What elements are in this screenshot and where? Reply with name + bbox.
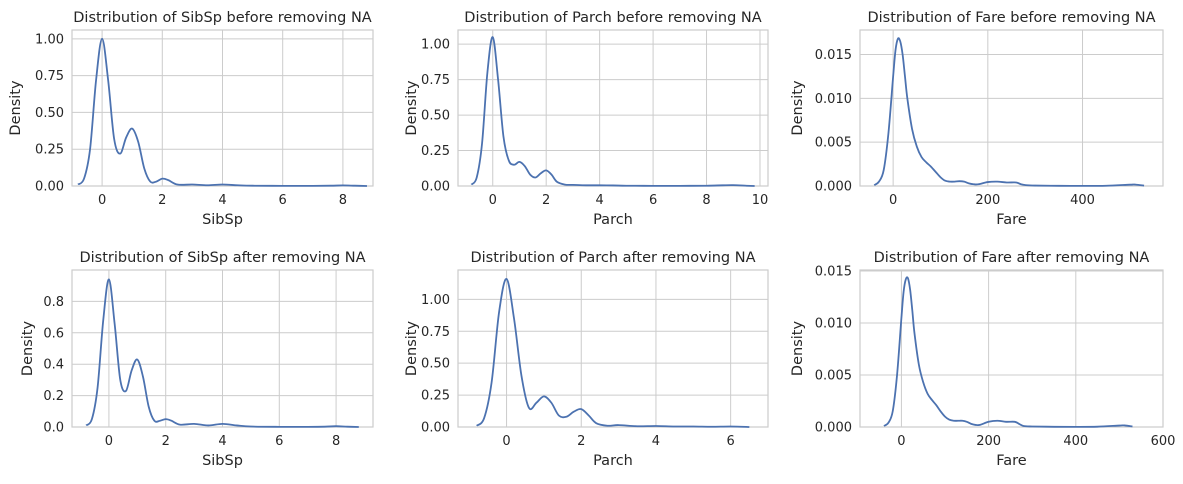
y-tick-label: 1.00 <box>421 38 450 53</box>
density-curve <box>873 37 1145 187</box>
x-tick-label: 2 <box>542 193 550 208</box>
y-axis-label: Density <box>20 321 36 377</box>
subplot-title: Distribution of Parch after removing NA <box>470 250 755 266</box>
y-tick-label: 0.010 <box>815 92 852 107</box>
subplot-title: Distribution of Parch before removing NA <box>464 10 761 26</box>
x-tick-label: 400 <box>1070 193 1095 208</box>
x-tick-label: 2 <box>158 193 166 208</box>
subplot-title: Distribution of SibSp before removing NA <box>73 10 372 26</box>
plot-frame <box>457 269 769 428</box>
density-curve <box>470 36 755 187</box>
y-axis-label: Density <box>8 80 24 136</box>
y-tick-label: 0.005 <box>815 136 852 151</box>
x-tick-label: 4 <box>218 193 226 208</box>
x-tick-label: 6 <box>279 193 287 208</box>
density-curve <box>883 276 1133 428</box>
x-tick-label: 8 <box>702 193 710 208</box>
x-tick-label: 0 <box>502 434 510 449</box>
y-tick-label: 0.010 <box>815 317 852 332</box>
x-axis-label: Fare <box>996 212 1027 228</box>
x-tick-label: 0 <box>489 193 497 208</box>
y-tick-label: 0.000 <box>815 421 852 436</box>
y-tick-label: 0.4 <box>43 358 64 373</box>
y-tick-label: 0.50 <box>421 357 450 372</box>
x-tick-label: 8 <box>332 434 340 449</box>
y-tick-label: 0.00 <box>35 180 64 195</box>
plot-frame <box>859 269 1164 428</box>
x-tick-label: 0 <box>105 434 113 449</box>
plot-frame <box>71 29 374 187</box>
y-axis-label: Density <box>404 321 420 377</box>
plot-frame <box>859 29 1164 187</box>
density-curve <box>85 278 359 428</box>
y-axis-label: Density <box>404 80 420 136</box>
subplot-3: 0 200 400 0.000 0.005 0.010 0.015 Distribution … <box>790 10 1164 228</box>
y-tick-label: 0.00 <box>421 421 450 436</box>
x-tick-label: 10 <box>752 193 769 208</box>
x-tick-label: 6 <box>727 434 735 449</box>
subplot-6: 0 200 400 600 0.000 0.005 0.010 0.015 Distributi… <box>790 250 1175 469</box>
density-curve <box>77 37 368 187</box>
x-tick-label: 600 <box>1151 434 1176 449</box>
x-tick-label: 4 <box>652 434 660 449</box>
plot-frame <box>71 269 374 428</box>
y-tick-label: 0.005 <box>815 369 852 384</box>
y-tick-label: 0.25 <box>421 144 450 159</box>
x-tick-label: 200 <box>976 434 1001 449</box>
y-tick-label: 0.75 <box>421 73 450 88</box>
y-tick-label: 1.00 <box>35 32 64 47</box>
x-axis-label: Parch <box>593 212 633 228</box>
y-tick-label: 0.75 <box>35 69 64 84</box>
x-tick-label: 4 <box>595 193 603 208</box>
y-tick-label: 0.25 <box>421 389 450 404</box>
x-axis-label: Fare <box>996 453 1027 469</box>
subplot-title: Distribution of Fare after removing NA <box>874 250 1150 266</box>
x-axis-label: Parch <box>593 453 633 469</box>
x-tick-label: 2 <box>577 434 585 449</box>
y-tick-label: 0.000 <box>815 180 852 195</box>
x-tick-label: 8 <box>339 193 347 208</box>
x-tick-label: 6 <box>649 193 657 208</box>
subplot-title: Distribution of SibSp after removing NA <box>79 250 365 266</box>
y-tick-label: 0.50 <box>35 106 64 121</box>
subplot-2: 0 2 4 6 8 10 0.00 0.25 0.50 0.75 1.00 Distribution … <box>404 10 769 228</box>
y-tick-label: 0.0 <box>43 421 64 436</box>
x-tick-label: 0 <box>897 434 905 449</box>
x-tick-label: 200 <box>975 193 1000 208</box>
y-tick-label: 0.6 <box>43 326 64 341</box>
x-tick-label: 0 <box>889 193 897 208</box>
x-tick-label: 2 <box>162 434 170 449</box>
x-tick-label: 6 <box>275 434 283 449</box>
y-tick-label: 0.25 <box>35 143 64 158</box>
subplot-4: 0 2 4 6 8 0.0 0.2 0.4 0.6 0.8 Distribution of SibS… <box>20 250 374 469</box>
y-tick-label: 0.8 <box>43 295 64 310</box>
x-axis-label: SibSp <box>202 453 243 469</box>
plot-frame <box>457 29 769 187</box>
y-tick-label: 0.75 <box>421 325 450 340</box>
x-axis-label: SibSp <box>202 212 243 228</box>
y-tick-label: 0.015 <box>815 265 852 280</box>
subplot-1: 0 2 4 6 8 0.00 0.25 0.50 0.75 1.00 Distribution of… <box>8 10 374 228</box>
y-tick-label: 0.015 <box>815 48 852 63</box>
y-axis-label: Density <box>790 321 806 377</box>
subplot-title: Distribution of Fare before removing NA <box>867 10 1155 26</box>
y-tick-label: 1.00 <box>421 293 450 308</box>
y-tick-label: 0.00 <box>421 180 450 195</box>
x-tick-label: 0 <box>98 193 106 208</box>
y-axis-label: Density <box>790 80 806 136</box>
subplot-5: 0 2 4 6 0.00 0.25 0.50 0.75 1.00 Distribution of … <box>404 250 769 469</box>
x-tick-label: 4 <box>218 434 226 449</box>
density-curve <box>476 278 750 428</box>
y-tick-label: 0.50 <box>421 109 450 124</box>
y-tick-label: 0.2 <box>43 389 64 404</box>
x-tick-label: 400 <box>1063 434 1088 449</box>
